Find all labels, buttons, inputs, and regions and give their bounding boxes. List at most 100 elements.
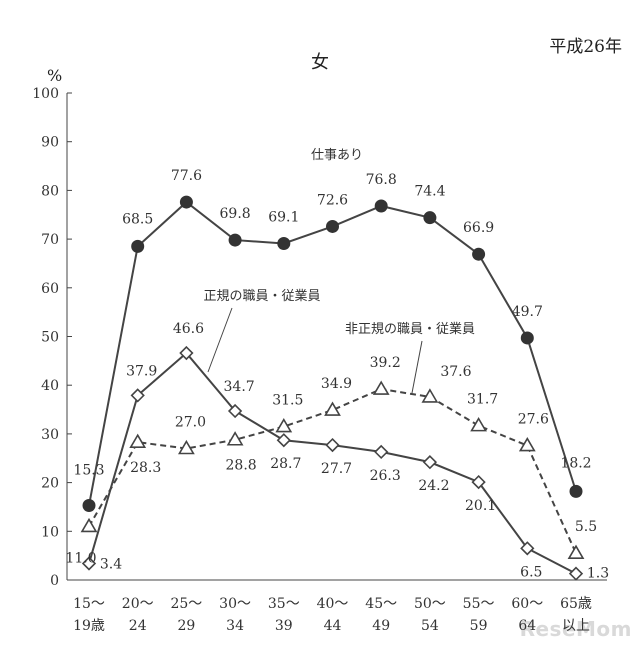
data-point-circle — [423, 211, 437, 225]
x-tick-label: 59 — [470, 618, 488, 634]
y-tick-label: 50 — [41, 330, 59, 346]
data-point-circle — [179, 195, 193, 209]
data-point-circle — [569, 484, 583, 498]
x-tick-label: 19歳 — [73, 618, 105, 634]
y-tick-label: 80 — [41, 183, 59, 199]
y-tick-label: 60 — [41, 281, 59, 297]
data-point-circle — [131, 239, 145, 253]
x-tick-label: 34 — [226, 618, 244, 634]
data-label: 46.6 — [173, 321, 204, 337]
y-tick-label: 10 — [41, 524, 59, 540]
data-point-diamond — [422, 455, 438, 470]
data-label: 31.7 — [467, 392, 498, 408]
data-label: 27.0 — [175, 415, 206, 431]
data-point-diamond — [227, 403, 243, 419]
series-line-0 — [88, 200, 577, 506]
x-tick-label: 65歳 — [560, 596, 592, 612]
x-tick-label: 55〜 — [463, 596, 495, 612]
x-tick-label: 24 — [129, 618, 147, 634]
data-label: 34.9 — [321, 376, 352, 392]
data-label: 49.7 — [512, 304, 543, 320]
y-tick-label: 100 — [32, 86, 59, 102]
x-tick-label: 25〜 — [170, 596, 202, 612]
data-label: 68.5 — [122, 211, 153, 227]
data-point-diamond — [276, 433, 291, 448]
data-label: 6.5 — [520, 564, 542, 580]
watermark-logo: ReseMom — [519, 617, 632, 641]
data-label: 15.3 — [73, 462, 104, 478]
series-label-nonregular: 非正規の職員・従業員 — [345, 321, 475, 337]
data-point-diamond — [471, 474, 486, 490]
y-tick-label: 0 — [50, 573, 59, 589]
x-tick-label: 35〜 — [268, 596, 300, 612]
data-label: 31.5 — [272, 393, 303, 409]
x-tick-label: 44 — [324, 618, 342, 634]
data-label: 76.8 — [366, 172, 397, 188]
x-tick-label: 30〜 — [219, 596, 251, 612]
x-tick-label: 50〜 — [414, 596, 446, 612]
x-tick-label: 39 — [275, 618, 293, 634]
x-tick-label: 20〜 — [122, 596, 154, 612]
chart-title: 女 — [311, 52, 329, 73]
data-point-diamond — [374, 444, 389, 460]
x-tick-label: 49 — [372, 618, 390, 634]
x-tick-label: 64 — [518, 618, 536, 634]
data-label: 24.2 — [418, 478, 449, 494]
data-label: 20.1 — [465, 498, 496, 514]
data-point-circle — [520, 331, 534, 345]
data-label: 34.7 — [224, 379, 255, 395]
series-leader-nonregular — [411, 340, 423, 394]
data-label: 26.3 — [370, 468, 401, 484]
y-tick-label: 70 — [41, 232, 59, 248]
y-tick-label: 40 — [41, 378, 59, 394]
data-label: 77.6 — [171, 168, 202, 184]
data-point-triangle — [324, 401, 341, 416]
data-point-circle — [277, 236, 291, 250]
data-point-diamond — [130, 388, 145, 403]
data-point-triangle — [518, 437, 536, 452]
series-label-regular: 正規の職員・従業員 — [203, 288, 320, 304]
x-tick-label: 15〜 — [73, 596, 105, 612]
data-label: 28.3 — [130, 460, 161, 476]
data-label: 69.1 — [268, 209, 299, 225]
data-label: 39.2 — [370, 355, 401, 371]
data-point-triangle — [80, 517, 98, 533]
data-point-diamond — [81, 556, 97, 571]
y-tick-label: 30 — [41, 427, 59, 443]
data-label: 27.6 — [518, 412, 549, 428]
data-point-triangle — [470, 417, 487, 432]
x-tick-label: 45〜 — [365, 596, 397, 612]
y-tick-label: 20 — [41, 476, 59, 492]
x-tick-label: 29 — [177, 618, 195, 634]
x-tick-label: 40〜 — [317, 596, 349, 612]
data-point-diamond — [568, 566, 584, 581]
data-point-circle — [374, 199, 388, 213]
data-label: 37.6 — [440, 364, 471, 380]
data-label: 69.8 — [220, 206, 251, 222]
data-point-triangle — [178, 439, 195, 455]
data-label: 18.2 — [560, 455, 591, 471]
y-axis-unit: % — [47, 66, 63, 85]
data-label: 74.4 — [414, 184, 445, 200]
data-label: 3.4 — [100, 556, 122, 572]
data-label: 28.8 — [226, 458, 257, 474]
series-leader-regular — [207, 307, 233, 373]
data-label: 1.3 — [587, 566, 609, 582]
data-point-circle — [472, 247, 486, 261]
data-label: 27.7 — [321, 461, 352, 477]
data-point-triangle — [226, 431, 244, 446]
data-point-circle — [82, 498, 96, 512]
x-tick-label: 以上 — [562, 618, 590, 634]
data-point-triangle — [372, 380, 390, 395]
data-point-circle — [228, 233, 242, 247]
data-point-circle — [326, 219, 339, 233]
data-label: 5.5 — [575, 519, 597, 535]
x-tick-label: 60〜 — [511, 596, 543, 612]
data-label: 72.6 — [317, 192, 348, 208]
data-label: 66.9 — [463, 220, 494, 236]
data-point-diamond — [325, 437, 340, 453]
era-label: 平成26年 — [549, 37, 622, 57]
series-label-employed: 仕事あり — [311, 148, 363, 163]
data-point-diamond — [179, 345, 194, 361]
